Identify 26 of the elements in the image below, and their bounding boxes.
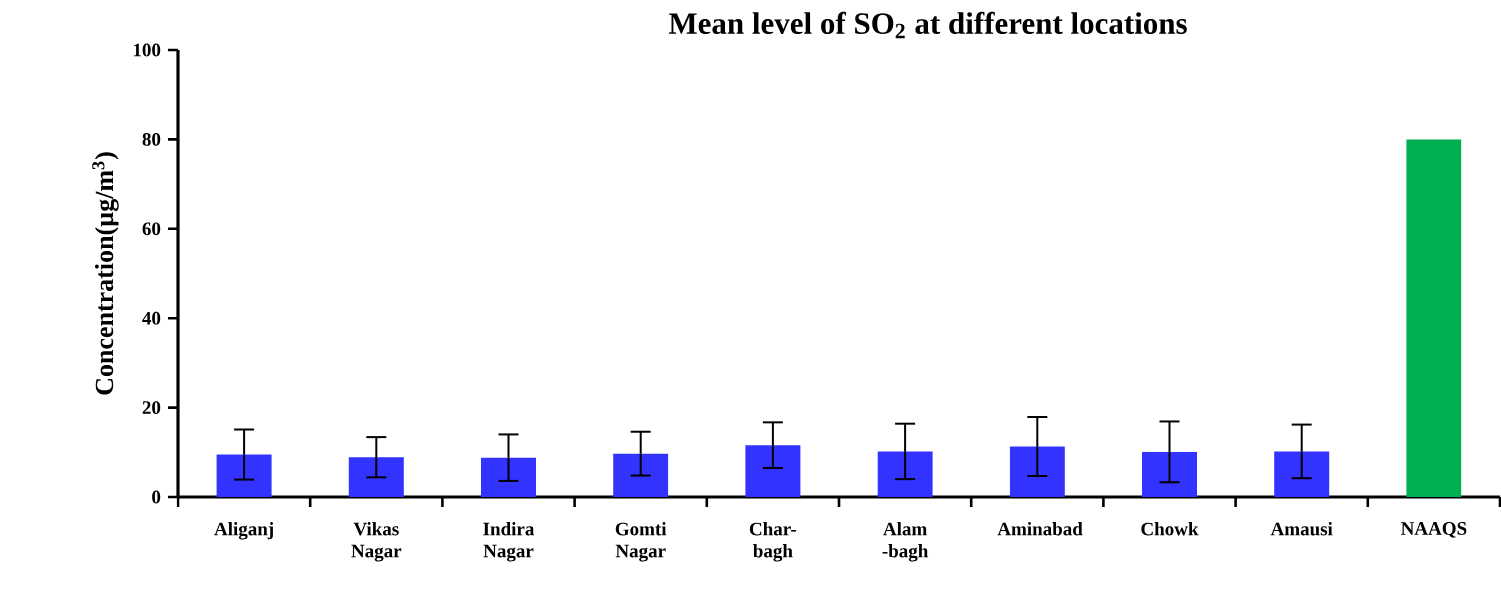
x-tick-label: NAAQS	[1401, 522, 1467, 538]
bar	[1274, 451, 1330, 497]
bar	[1406, 139, 1462, 497]
x-tick-label: Gomti Nagar	[615, 522, 667, 562]
bar	[216, 454, 272, 497]
y-tick-label: 100	[133, 43, 161, 57]
x-tick-label: Aminabad	[997, 522, 1083, 536]
y-axis-title: Concentration(µg/m$^{3}$)	[92, 152, 119, 395]
bar	[877, 451, 933, 497]
x-tick-label: Alam -bagh	[882, 522, 929, 562]
chart-title: Mean level of SO$_{2}$ at different locations	[668, 11, 1187, 39]
x-tick-label: Amausi	[1270, 522, 1333, 536]
bar	[745, 445, 801, 497]
y-tick-label: 0	[152, 490, 161, 504]
y-tick-label: 20	[142, 401, 161, 415]
bar	[348, 457, 404, 497]
bar	[613, 453, 669, 497]
y-tick-label: 40	[142, 311, 161, 325]
x-tick-label: Indira Nagar	[483, 522, 535, 562]
y-tick-label: 60	[142, 222, 161, 236]
x-tick-label: Char-bagh	[749, 522, 797, 562]
y-tick-label: 80	[142, 132, 161, 146]
x-tick-label: Aliganj	[214, 522, 273, 540]
bar	[481, 457, 536, 497]
x-tick-label: Chowk	[1141, 522, 1199, 536]
x-tick-label: Vikas Nagar	[351, 522, 402, 562]
